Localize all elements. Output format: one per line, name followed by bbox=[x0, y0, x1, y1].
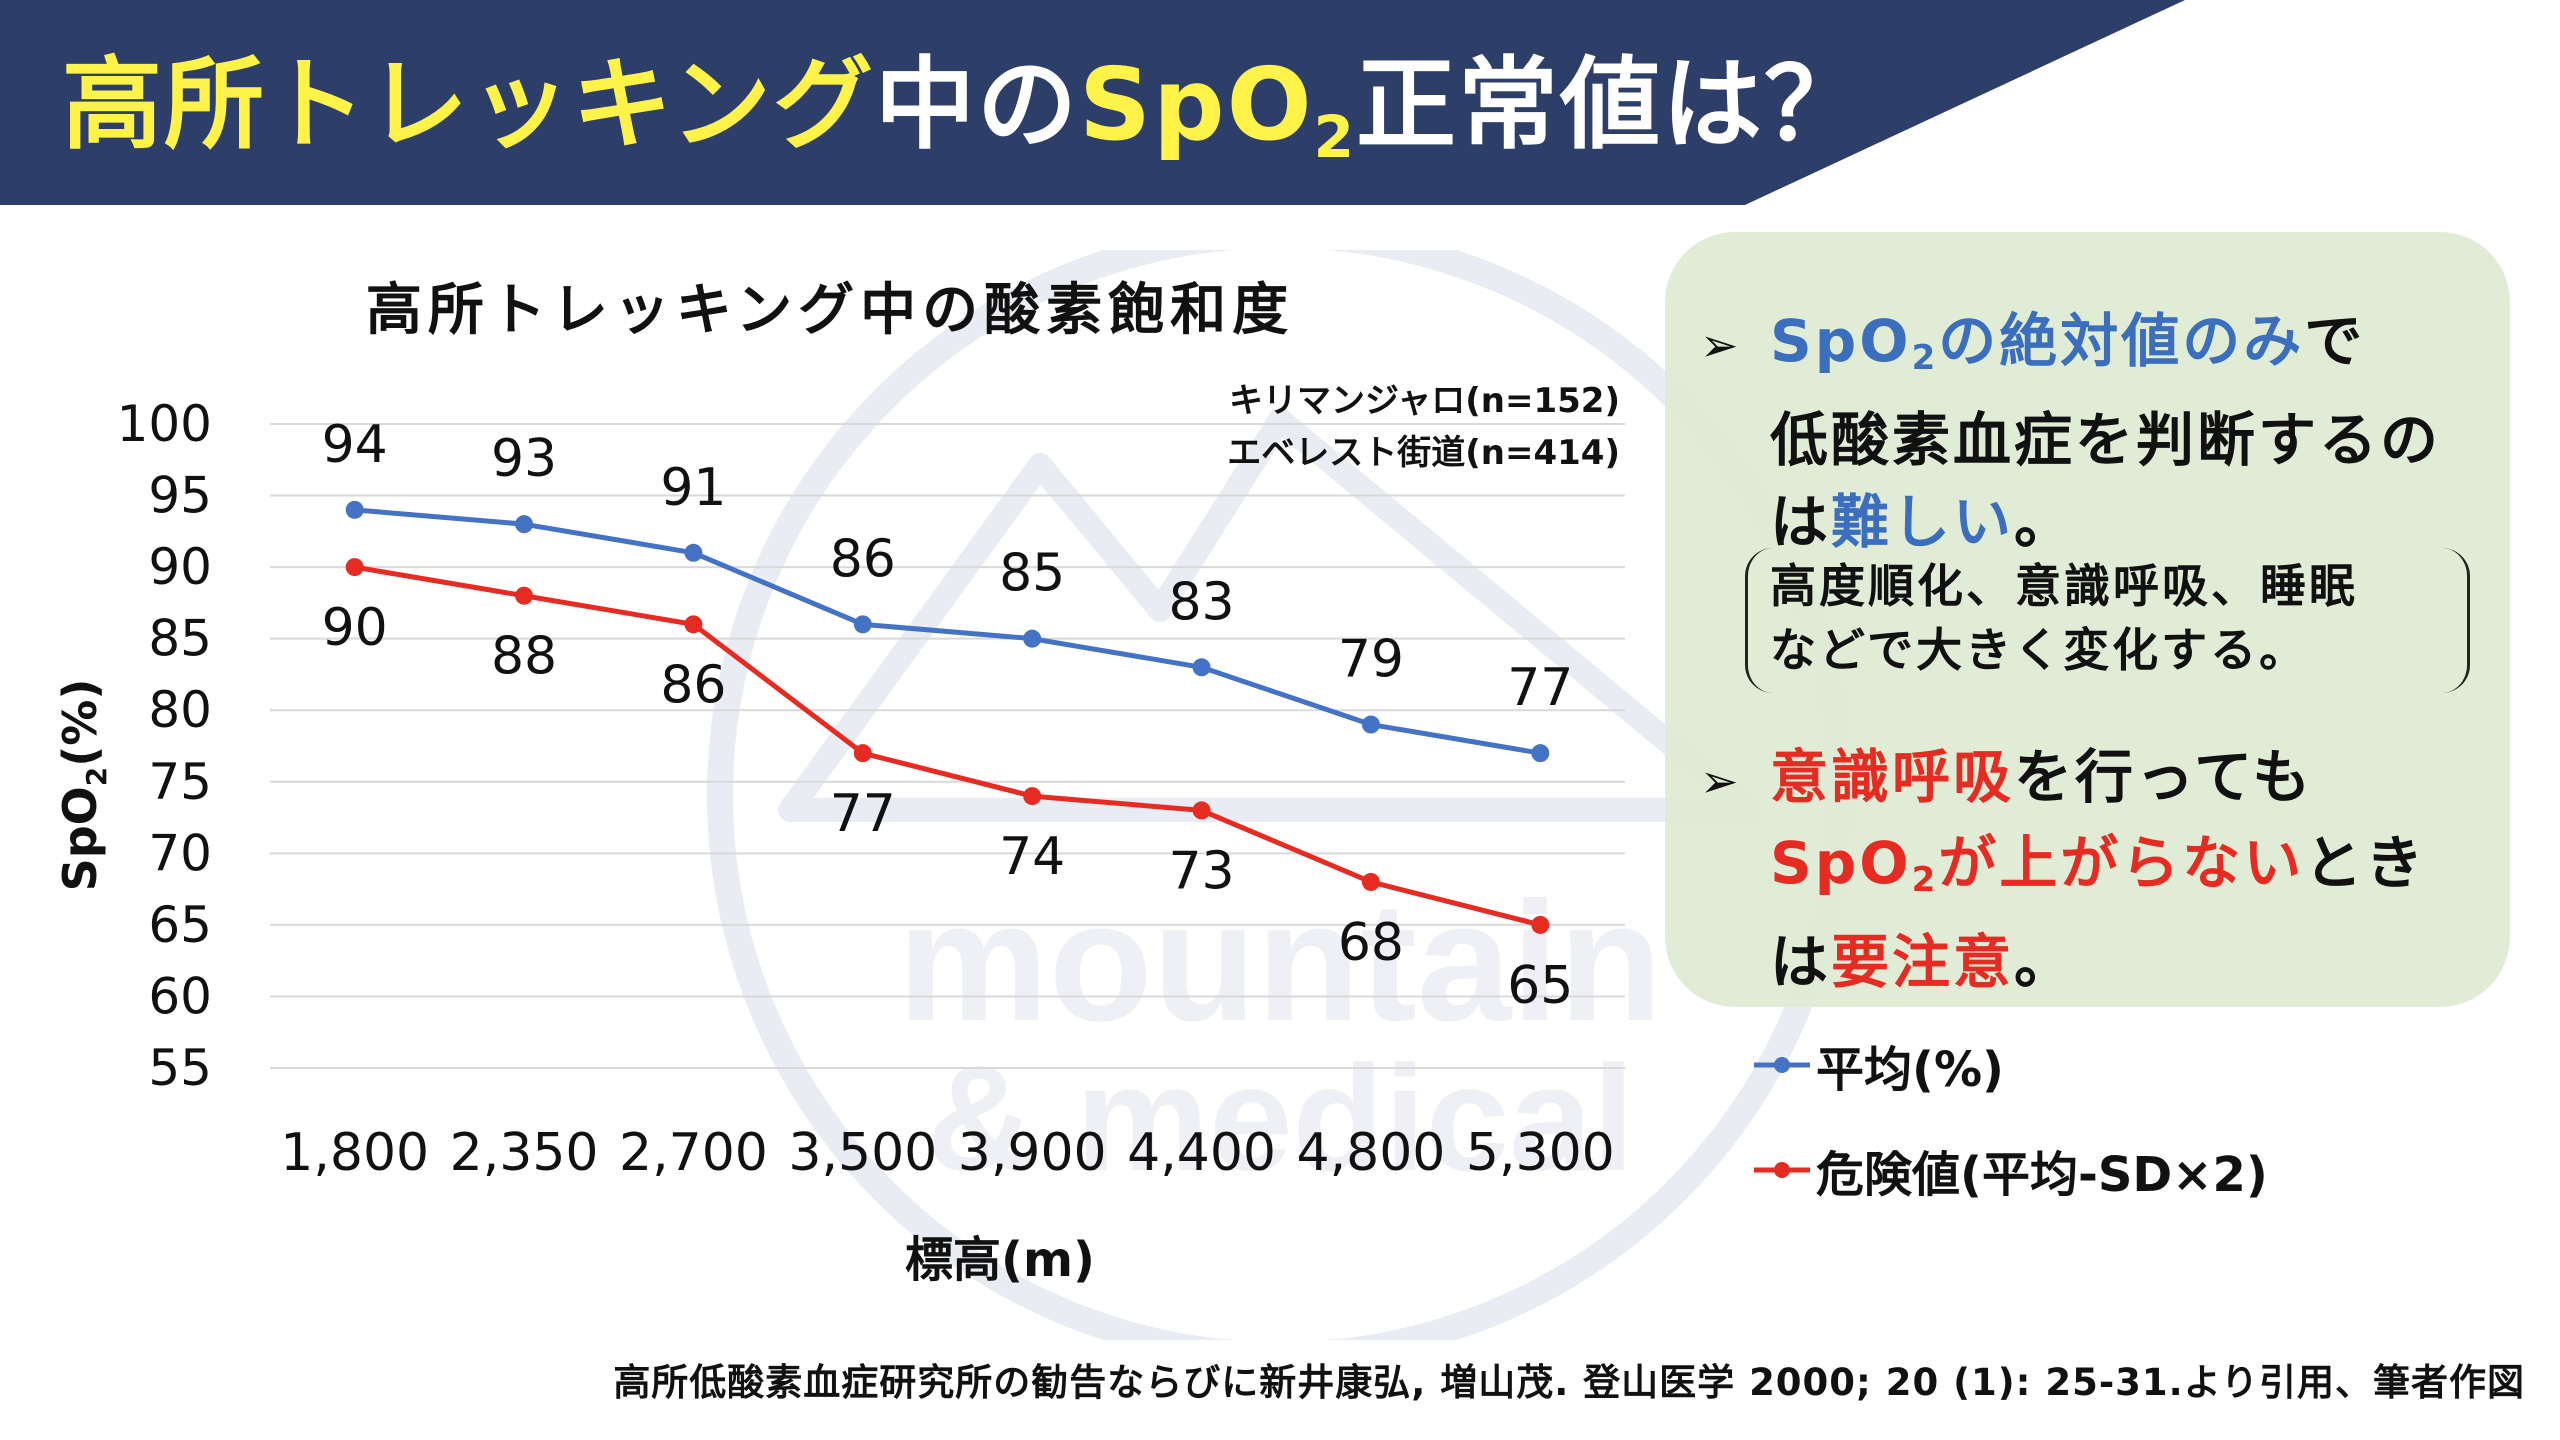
legend-item-average: 平均(%) bbox=[1752, 1035, 2004, 1098]
series-lines bbox=[345, 500, 1550, 934]
y-tick-label: 85 bbox=[148, 610, 212, 668]
x-tick-label: 4,800 bbox=[1297, 1123, 1446, 1183]
data-point bbox=[1192, 658, 1211, 677]
y-tick-label: 75 bbox=[148, 753, 212, 811]
data-point bbox=[684, 615, 703, 634]
x-tick-label: 3,500 bbox=[788, 1123, 937, 1183]
y-tick-label: 60 bbox=[148, 967, 212, 1025]
data-label: 86 bbox=[660, 655, 726, 715]
legend-line-icon-red bbox=[1754, 1162, 1810, 1178]
data-label: 79 bbox=[1338, 630, 1404, 690]
data-point bbox=[1531, 915, 1550, 934]
chart-notes: キリマンジャロ(n=152) エベレスト街道(n=414) bbox=[1180, 375, 1620, 479]
data-label: 65 bbox=[1507, 956, 1573, 1016]
data-point bbox=[1023, 787, 1042, 806]
x-tick-label: 3,900 bbox=[958, 1123, 1107, 1183]
data-label: 77 bbox=[830, 784, 896, 844]
data-point bbox=[684, 543, 703, 562]
data-point bbox=[1023, 629, 1042, 648]
data-point bbox=[1361, 715, 1380, 734]
y-tick-label: 70 bbox=[148, 824, 212, 882]
watermark-logo: mountain & medical bbox=[707, 250, 1853, 1340]
arrow-icon: ➢ bbox=[1700, 318, 1742, 372]
data-label: 91 bbox=[660, 458, 726, 518]
data-point bbox=[515, 586, 534, 605]
data-label: 86 bbox=[830, 529, 896, 589]
key-points-panel bbox=[1665, 232, 2510, 1007]
data-label: 74 bbox=[999, 827, 1065, 887]
data-label: 85 bbox=[999, 544, 1065, 604]
data-label: 83 bbox=[1168, 572, 1234, 632]
x-tick-labels: 1,800 2,350 2,700 3,500 3,900 4,400 4,800 5,300 bbox=[280, 1123, 1615, 1183]
bracket-note: 高度順化、意識呼吸、睡眠 などで大きく変化する。 bbox=[1745, 548, 2470, 693]
x-tick-label: 1,800 bbox=[280, 1123, 429, 1183]
series-line-average bbox=[354, 507, 1541, 756]
data-point bbox=[853, 744, 872, 763]
y-tick-label: 100 bbox=[117, 395, 212, 453]
grid-lines bbox=[270, 423, 1625, 1069]
data-label: 73 bbox=[1168, 841, 1234, 901]
data-point bbox=[345, 558, 364, 577]
x-axis-label: 標高(m) bbox=[905, 1232, 1095, 1288]
y-tick-labels: 100 95 90 85 80 75 70 65 60 55 bbox=[117, 395, 212, 1097]
chart-title: 高所トレッキング中の酸素飽和度 bbox=[365, 278, 1295, 343]
data-point bbox=[345, 500, 364, 519]
series-line-danger bbox=[354, 564, 1541, 928]
data-label: 88 bbox=[491, 627, 557, 687]
x-tick-label: 4,400 bbox=[1127, 1123, 1276, 1183]
data-point bbox=[1531, 744, 1550, 763]
note-kilimanjaro: キリマンジャロ(n=152) bbox=[1228, 381, 1620, 421]
legend-line-icon-blue bbox=[1754, 1057, 1810, 1073]
y-tick-label: 90 bbox=[148, 538, 212, 596]
key-point-1: ➢ SpO2の絶対値のみで 低酸素血症を判断するの は難しい。 bbox=[1700, 300, 2500, 563]
key-point-2: ➢ 意識呼吸を行っても SpO2が上がらないとき は要注意。 bbox=[1700, 736, 2500, 1003]
y-tick-label: 65 bbox=[148, 896, 212, 954]
legend-item-danger: 危険値(平均-SD×2) bbox=[1752, 1140, 2268, 1203]
citation: 高所低酸素血症研究所の勧告ならびに新井康弘, 増山茂. 登山医学 2000; 2… bbox=[613, 1361, 2525, 1404]
x-tick-label: 2,350 bbox=[450, 1123, 599, 1183]
watermark-text-1: mountain bbox=[898, 867, 1663, 1057]
data-label: 90 bbox=[322, 598, 388, 658]
x-tick-label: 5,300 bbox=[1466, 1123, 1615, 1183]
data-point bbox=[1192, 801, 1211, 820]
data-point bbox=[1361, 872, 1380, 891]
y-tick-label: 80 bbox=[148, 681, 212, 739]
data-point bbox=[853, 615, 872, 634]
data-label: 93 bbox=[491, 429, 557, 489]
watermark-text-2: & medical bbox=[926, 1034, 1635, 1202]
y-tick-label: 95 bbox=[148, 467, 212, 525]
y-tick-label: 55 bbox=[148, 1039, 212, 1097]
arrow-icon: ➢ bbox=[1700, 754, 1742, 808]
data-label: 94 bbox=[322, 415, 388, 475]
note-everest: エベレスト街道(n=414) bbox=[1227, 433, 1620, 473]
data-labels: 94 93 91 86 85 83 79 77 90 88 86 77 74 73 68 65 bbox=[322, 415, 1574, 1016]
x-tick-label: 2,700 bbox=[619, 1123, 768, 1183]
data-label: 77 bbox=[1507, 658, 1573, 718]
slide-title: 高所トレッキング中のSpO2正常値は？ bbox=[62, 46, 1866, 171]
data-label: 68 bbox=[1338, 913, 1404, 973]
data-point bbox=[515, 515, 534, 534]
